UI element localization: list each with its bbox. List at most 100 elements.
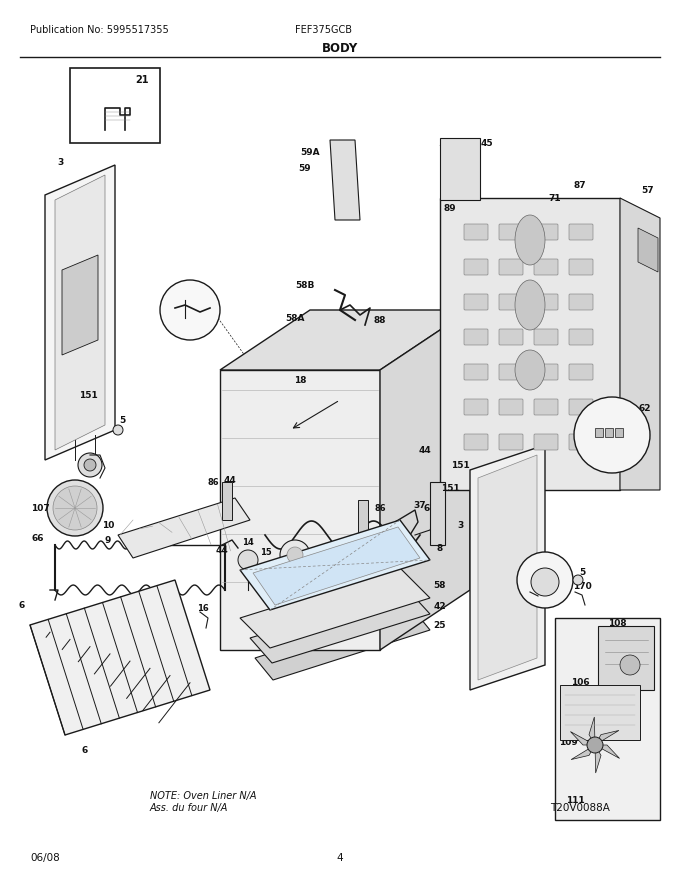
FancyBboxPatch shape bbox=[605, 428, 613, 436]
FancyBboxPatch shape bbox=[594, 428, 602, 436]
Text: 14: 14 bbox=[242, 538, 254, 546]
Text: 86: 86 bbox=[374, 503, 386, 512]
Polygon shape bbox=[62, 255, 98, 355]
Text: 6: 6 bbox=[82, 745, 88, 754]
FancyBboxPatch shape bbox=[499, 434, 523, 450]
Polygon shape bbox=[595, 730, 619, 745]
Polygon shape bbox=[255, 608, 430, 680]
Polygon shape bbox=[222, 482, 232, 520]
Polygon shape bbox=[440, 138, 480, 200]
Text: 66: 66 bbox=[32, 533, 44, 542]
Polygon shape bbox=[440, 198, 620, 490]
FancyBboxPatch shape bbox=[464, 294, 488, 310]
Polygon shape bbox=[330, 140, 360, 220]
Text: 107: 107 bbox=[31, 503, 50, 512]
Polygon shape bbox=[253, 527, 420, 605]
Text: 89: 89 bbox=[443, 203, 456, 212]
Text: 86: 86 bbox=[207, 478, 219, 487]
Text: 18: 18 bbox=[294, 376, 306, 385]
FancyBboxPatch shape bbox=[569, 364, 593, 380]
Polygon shape bbox=[478, 455, 537, 680]
Circle shape bbox=[84, 459, 96, 471]
FancyBboxPatch shape bbox=[534, 224, 558, 240]
Text: 170: 170 bbox=[69, 494, 87, 502]
Circle shape bbox=[113, 425, 123, 435]
FancyBboxPatch shape bbox=[534, 329, 558, 345]
Text: 5A: 5A bbox=[539, 554, 551, 562]
Text: 37: 37 bbox=[413, 501, 426, 510]
FancyBboxPatch shape bbox=[464, 259, 488, 275]
Text: 106: 106 bbox=[571, 678, 590, 686]
FancyBboxPatch shape bbox=[569, 224, 593, 240]
Text: 58A: 58A bbox=[285, 313, 305, 322]
Polygon shape bbox=[589, 717, 595, 745]
Circle shape bbox=[78, 453, 102, 477]
Polygon shape bbox=[55, 175, 105, 450]
Text: 15: 15 bbox=[260, 547, 272, 556]
FancyBboxPatch shape bbox=[499, 364, 523, 380]
Polygon shape bbox=[595, 745, 619, 759]
Polygon shape bbox=[118, 498, 250, 558]
Text: 44: 44 bbox=[419, 445, 431, 454]
FancyBboxPatch shape bbox=[598, 626, 654, 690]
Text: 9: 9 bbox=[105, 536, 112, 545]
FancyBboxPatch shape bbox=[534, 259, 558, 275]
Text: 44: 44 bbox=[216, 546, 228, 554]
Text: 42: 42 bbox=[434, 602, 446, 611]
Text: NOTE: Oven Liner N/A: NOTE: Oven Liner N/A bbox=[150, 791, 256, 801]
Polygon shape bbox=[571, 731, 595, 745]
Circle shape bbox=[53, 486, 97, 530]
Text: 58: 58 bbox=[434, 581, 446, 590]
Polygon shape bbox=[555, 618, 660, 820]
FancyBboxPatch shape bbox=[464, 329, 488, 345]
Polygon shape bbox=[220, 310, 470, 370]
Text: BODY: BODY bbox=[322, 41, 358, 55]
FancyBboxPatch shape bbox=[534, 294, 558, 310]
Text: 67: 67 bbox=[424, 503, 437, 512]
Text: 8: 8 bbox=[437, 544, 443, 553]
Polygon shape bbox=[430, 482, 445, 545]
FancyBboxPatch shape bbox=[70, 68, 160, 143]
FancyBboxPatch shape bbox=[569, 434, 593, 450]
Polygon shape bbox=[45, 165, 115, 460]
Ellipse shape bbox=[515, 280, 545, 330]
Polygon shape bbox=[571, 745, 595, 759]
Text: 3: 3 bbox=[457, 520, 463, 530]
Polygon shape bbox=[620, 198, 660, 490]
FancyBboxPatch shape bbox=[569, 329, 593, 345]
Polygon shape bbox=[240, 568, 430, 648]
FancyBboxPatch shape bbox=[499, 294, 523, 310]
Text: 111: 111 bbox=[566, 796, 584, 804]
Text: 45: 45 bbox=[481, 138, 493, 148]
Text: 59: 59 bbox=[299, 164, 311, 172]
Circle shape bbox=[238, 550, 258, 570]
FancyBboxPatch shape bbox=[534, 399, 558, 415]
Text: 57: 57 bbox=[642, 186, 654, 194]
Text: 3: 3 bbox=[57, 158, 63, 166]
Text: 17: 17 bbox=[172, 604, 184, 612]
Text: 44: 44 bbox=[224, 475, 237, 485]
Circle shape bbox=[574, 397, 650, 473]
Circle shape bbox=[517, 552, 573, 608]
Text: 5A: 5A bbox=[71, 480, 84, 489]
Polygon shape bbox=[358, 500, 368, 540]
Text: 63: 63 bbox=[594, 407, 606, 416]
Circle shape bbox=[620, 655, 640, 675]
Polygon shape bbox=[638, 228, 658, 272]
Text: 5: 5 bbox=[119, 415, 125, 424]
Circle shape bbox=[160, 280, 220, 340]
Text: 87: 87 bbox=[574, 180, 586, 189]
Text: 62: 62 bbox=[639, 404, 651, 413]
Text: 71: 71 bbox=[549, 194, 561, 202]
Text: 109: 109 bbox=[559, 737, 577, 746]
FancyBboxPatch shape bbox=[569, 259, 593, 275]
Polygon shape bbox=[470, 445, 545, 690]
FancyBboxPatch shape bbox=[560, 685, 640, 740]
FancyBboxPatch shape bbox=[464, 434, 488, 450]
FancyBboxPatch shape bbox=[499, 399, 523, 415]
Text: 68: 68 bbox=[129, 607, 141, 617]
Polygon shape bbox=[250, 590, 430, 663]
FancyBboxPatch shape bbox=[499, 259, 523, 275]
Text: 151: 151 bbox=[441, 483, 460, 493]
Ellipse shape bbox=[515, 215, 545, 265]
